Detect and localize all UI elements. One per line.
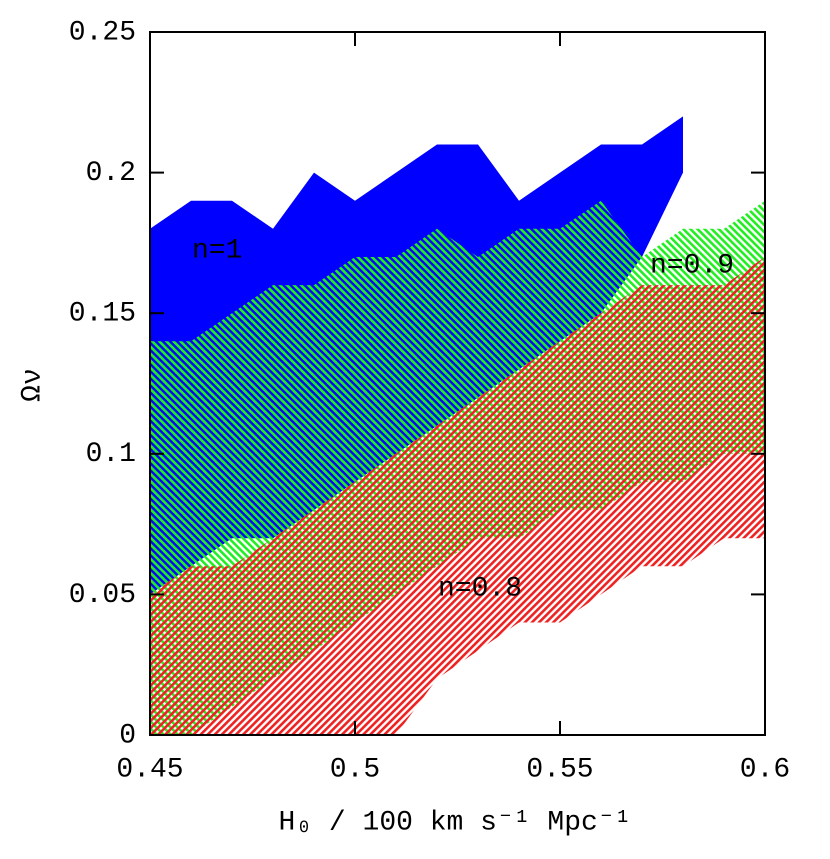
y-tick-label: 0.1 — [86, 439, 136, 470]
plot-frame — [149, 31, 766, 736]
band — [150, 257, 765, 735]
y-tick-label: 0.25 — [69, 17, 136, 48]
x-tick-label: 0.45 — [116, 754, 183, 785]
band-label: n=0.9 — [650, 250, 734, 281]
band-label: n=0.8 — [438, 573, 522, 604]
x-tick-label: 0.55 — [526, 754, 593, 785]
y-tick-label: 0 — [119, 720, 136, 751]
plot-area — [150, 116, 765, 735]
y-tick-label: 0.2 — [86, 158, 136, 189]
x-axis-label: H₀ / 100 km s⁻¹ Mpc⁻¹ — [279, 807, 632, 838]
y-tick-label: 0.05 — [69, 580, 136, 611]
x-tick-label: 0.6 — [740, 754, 790, 785]
band-label: n=1 — [192, 235, 242, 266]
y-axis-label: Ων — [17, 368, 48, 402]
y-tick-label: 0.15 — [69, 299, 136, 330]
x-tick-label: 0.5 — [330, 754, 380, 785]
